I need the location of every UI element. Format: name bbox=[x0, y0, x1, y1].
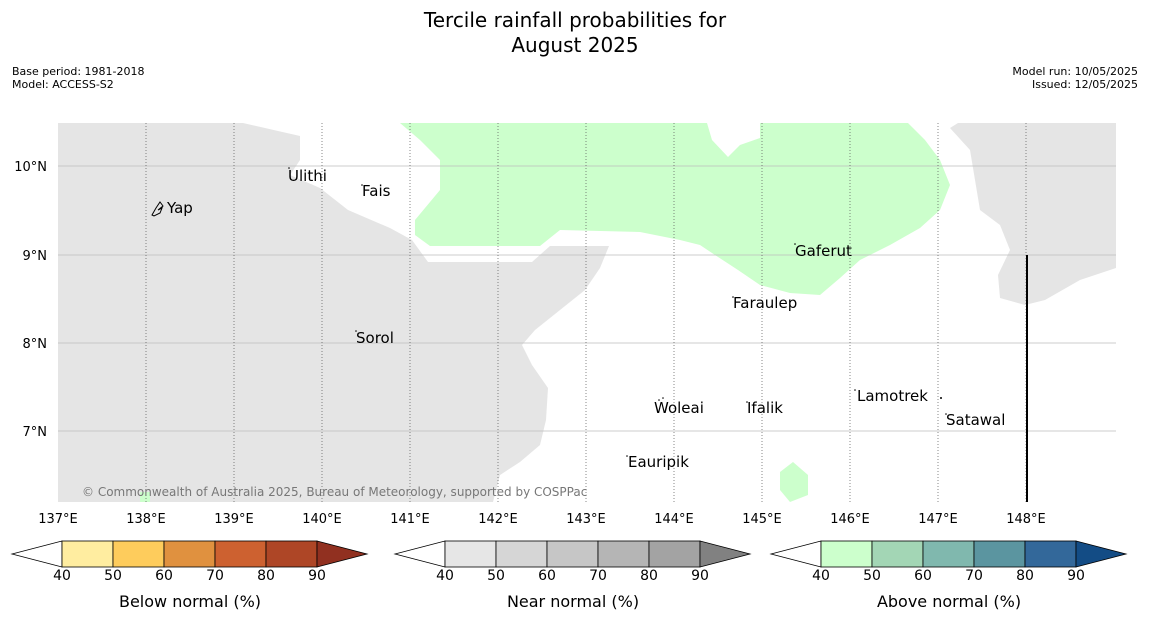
gridlines bbox=[58, 123, 1116, 502]
meta-right: Model run: 10/05/2025 Issued: 12/05/2025 bbox=[1012, 65, 1138, 91]
lon-label-140e: 140°E bbox=[302, 512, 342, 527]
colorbar-above-normal bbox=[769, 540, 1128, 568]
island-dots bbox=[288, 167, 947, 457]
colorbar-above-normal-low-triangle bbox=[769, 540, 822, 568]
colorbar-near-normal-bin-40 bbox=[444, 540, 497, 568]
above-normal-region-south bbox=[780, 462, 808, 502]
lon-label-143e: 143°E bbox=[566, 512, 606, 527]
map-frame bbox=[58, 123, 1116, 502]
colorbar-above-normal-bin-40 bbox=[820, 540, 873, 568]
colorbar-near-normal-tick-50: 50 bbox=[487, 568, 505, 584]
colorbar-above-normal-tick-40: 40 bbox=[812, 568, 830, 584]
lat-label-10n: 10°N bbox=[14, 160, 47, 175]
colorbar-below-normal-tick-70: 70 bbox=[206, 568, 224, 584]
colorbar-near-normal-bin-80 bbox=[648, 540, 701, 568]
colorbar-above-normal-bin-50 bbox=[871, 540, 924, 568]
colorbar-near-normal-tick-90: 90 bbox=[691, 568, 709, 584]
colorbar-above-normal-high-triangle bbox=[1075, 540, 1128, 568]
colorbar-above-normal-tick-80: 80 bbox=[1016, 568, 1034, 584]
colorbar-below-normal-bin-40 bbox=[61, 540, 114, 568]
colorbar-above-normal-tick-90: 90 bbox=[1067, 568, 1085, 584]
lon-label-139e: 139°E bbox=[214, 512, 254, 527]
colorbar-below-normal-bin-50 bbox=[112, 540, 165, 568]
place-label-sorol: Sorol bbox=[356, 329, 394, 347]
lat-labels: 10°N 9°N 8°N 7°N bbox=[14, 160, 47, 440]
colorbar-below-normal-bin-70 bbox=[214, 540, 267, 568]
colorbar-near-normal bbox=[393, 540, 752, 568]
lon-label-145e: 145°E bbox=[742, 512, 782, 527]
colorbar-below-normal-tick-40: 40 bbox=[53, 568, 71, 584]
colorbar-near-normal-bin-70 bbox=[597, 540, 650, 568]
place-label-ifalik: Ifalik bbox=[747, 399, 783, 417]
lat-label-9n: 9°N bbox=[23, 249, 48, 264]
place-label-yap: Yap bbox=[166, 199, 193, 217]
colorbar-near-normal-high-triangle bbox=[699, 540, 752, 568]
place-label-fais: Fais bbox=[362, 182, 391, 200]
colorbar-below-normal-low-triangle bbox=[10, 540, 63, 568]
near-normal-region-west bbox=[58, 123, 609, 502]
copyright-text: © Commonwealth of Australia 2025, Bureau… bbox=[82, 485, 587, 499]
lat-label-8n: 8°N bbox=[23, 337, 48, 352]
base-period-text: Base period: 1981-2018 bbox=[12, 65, 145, 78]
colorbar-above-normal-tick-60: 60 bbox=[914, 568, 932, 584]
above-normal-speck bbox=[140, 492, 150, 502]
lon-label-144e: 144°E bbox=[654, 512, 694, 527]
lon-label-146e: 146°E bbox=[830, 512, 870, 527]
colorbar-near-normal-tick-60: 60 bbox=[538, 568, 556, 584]
place-label-satawal: Satawal bbox=[946, 411, 1005, 429]
colorbar-near-normal-bin-60 bbox=[546, 540, 599, 568]
lon-label-138e: 138°E bbox=[126, 512, 166, 527]
colorbar-below-normal-tick-50: 50 bbox=[104, 568, 122, 584]
place-label-faraulep: Faraulep bbox=[733, 294, 797, 312]
colorbar-near-normal-tick-80: 80 bbox=[640, 568, 658, 584]
map-title: Tercile rainfall probabilities for Augus… bbox=[0, 8, 1150, 58]
title-line-1: Tercile rainfall probabilities for bbox=[423, 8, 727, 32]
meta-left: Base period: 1981-2018 Model: ACCESS-S2 bbox=[12, 65, 144, 91]
place-label-lamotrek: Lamotrek bbox=[857, 387, 928, 405]
colorbar-near-normal-bin-50 bbox=[495, 540, 548, 568]
colorbar-below-normal-bin-60 bbox=[163, 540, 216, 568]
place-label-woleai: Woleai bbox=[654, 399, 704, 417]
colorbar-above-normal-tick-70: 70 bbox=[965, 568, 983, 584]
colorbar-near-normal-low-triangle bbox=[393, 540, 446, 568]
colorbar-below-normal-high-triangle bbox=[316, 540, 369, 568]
colorbar-below-normal-tick-80: 80 bbox=[257, 568, 275, 584]
colorbar-below-normal-tick-90: 90 bbox=[308, 568, 326, 584]
place-labels: Ulithi Fais Yap Gaferut Faraulep Sorol L… bbox=[166, 167, 1005, 471]
place-label-gaferut: Gaferut bbox=[795, 242, 852, 260]
colorbar-near-normal-tick-70: 70 bbox=[589, 568, 607, 584]
near-normal-region-east bbox=[950, 123, 1116, 305]
lon-label-141e: 141°E bbox=[390, 512, 430, 527]
model-text: Model: ACCESS-S2 bbox=[12, 78, 114, 91]
colorbar-near-normal-tick-40: 40 bbox=[436, 568, 454, 584]
colorbar-label-near-normal: Near normal (%) bbox=[506, 592, 640, 611]
yap-island-shape bbox=[151, 201, 164, 217]
lon-label-147e: 147°E bbox=[918, 512, 958, 527]
colorbar-below-normal bbox=[10, 540, 369, 568]
colorbar-below-normal-tick-60: 60 bbox=[155, 568, 173, 584]
colorbar-above-normal-tick-50: 50 bbox=[863, 568, 881, 584]
place-label-eauripik: Eauripik bbox=[628, 453, 689, 471]
colorbar-label-below-normal: Below normal (%) bbox=[118, 592, 262, 611]
issued-text: Issued: 12/05/2025 bbox=[1031, 78, 1138, 91]
colorbar-label-above-normal: Above normal (%) bbox=[876, 592, 1022, 611]
place-label-ulithi: Ulithi bbox=[288, 167, 327, 185]
lon-label-142e: 142°E bbox=[478, 512, 518, 527]
title-line-2: August 2025 bbox=[511, 33, 639, 57]
colorbar-below-normal-bin-80 bbox=[265, 540, 318, 568]
model-run-text: Model run: 10/05/2025 bbox=[1012, 65, 1138, 78]
lon-label-148e: 148°E bbox=[1006, 512, 1046, 527]
colorbar-above-normal-bin-80 bbox=[1024, 540, 1077, 568]
lat-label-7n: 7°N bbox=[23, 425, 48, 440]
lon-labels: 137°E 138°E 139°E 140°E 141°E 142°E 143°… bbox=[38, 512, 1046, 527]
lon-label-137e: 137°E bbox=[38, 512, 78, 527]
colorbar-above-normal-bin-60 bbox=[922, 540, 975, 568]
colorbar-above-normal-bin-70 bbox=[973, 540, 1026, 568]
